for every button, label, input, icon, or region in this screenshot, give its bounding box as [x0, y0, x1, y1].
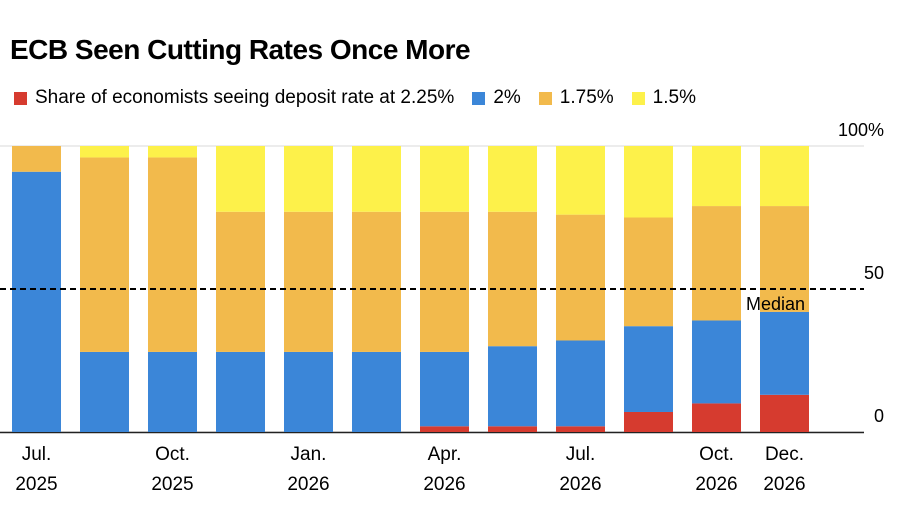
bar-segment [556, 214, 605, 341]
bar-segment [692, 146, 741, 207]
y-tick-label: 50 [864, 263, 884, 283]
bar-segment [12, 146, 61, 172]
x-tick-label: 2026 [763, 474, 805, 495]
legend-label-2-25: Share of economists seeing deposit rate … [35, 87, 455, 108]
x-tick-label: Apr. [428, 444, 462, 465]
x-tick-label: 2026 [287, 474, 329, 495]
bar-segment [624, 146, 673, 218]
legend-swatch-1-75 [538, 91, 552, 105]
legend-item-1-5: 1.5% [631, 87, 696, 109]
bar-segment [80, 157, 129, 352]
legend: Share of economists seeing deposit rate … [14, 87, 714, 109]
legend-swatch-2 [472, 91, 486, 105]
bars [12, 146, 809, 433]
x-tick-label: 2025 [15, 474, 57, 495]
bar-segment [488, 346, 537, 427]
bar-segment [420, 351, 469, 427]
bar-segment [284, 351, 333, 432]
x-tick-label: 2025 [151, 474, 193, 495]
bar-segment [216, 211, 265, 352]
x-tick-label: Jul. [566, 444, 596, 465]
bar-segment [624, 326, 673, 412]
legend-label-2: 2% [493, 87, 521, 108]
legend-item-2-25: Share of economists seeing deposit rate … [14, 87, 454, 109]
x-tick-label: 2026 [423, 474, 465, 495]
x-tick-label: Oct. [155, 444, 190, 465]
bar-segment [692, 206, 741, 321]
bar-segment [216, 351, 265, 432]
legend-label-1-75: 1.75% [559, 87, 614, 108]
bar-segment [488, 211, 537, 347]
x-tick-label: Oct. [699, 444, 734, 465]
bar-segment [692, 403, 741, 432]
x-tick-label: 2026 [695, 474, 737, 495]
bar-segment [488, 146, 537, 212]
bar-segment [352, 351, 401, 432]
legend-swatch-1-5 [631, 91, 645, 105]
bar-segment [556, 426, 605, 432]
bar-segment [216, 146, 265, 212]
y-tick-label: 100% [838, 120, 884, 140]
bar-segment [692, 320, 741, 404]
bar-segment [760, 146, 809, 207]
bar-segment [420, 426, 469, 432]
bar-segment [284, 146, 333, 212]
x-tick-label: Dec. [765, 444, 804, 465]
legend-item-1-75: 1.75% [538, 87, 614, 109]
x-tick-label: Jul. [22, 444, 52, 465]
legend-label-1-5: 1.5% [652, 87, 696, 108]
bar-segment [556, 146, 605, 215]
bar-segment [80, 351, 129, 432]
bar-segment [760, 206, 809, 312]
y-axis-labels: 0 50 100% [838, 120, 884, 426]
bar-segment [352, 146, 401, 212]
overlay: Median [0, 288, 864, 314]
chart-title: ECB Seen Cutting Rates Once More [10, 34, 471, 65]
bar-segment [80, 146, 129, 158]
x-tick-label: Jan. [291, 444, 327, 465]
bar-segment [488, 426, 537, 432]
legend-item-2: 2% [472, 87, 521, 109]
bar-segment [760, 311, 809, 395]
x-axis-labels: Jul. 2025 Oct. 2025 Jan. 2026 Apr. 2026 Jul. 2026… [15, 444, 805, 495]
bar-segment [760, 394, 809, 432]
legend-swatch-2-25 [14, 91, 27, 105]
bar-segment [148, 157, 197, 352]
bar-segment [556, 340, 605, 427]
bar-segment [624, 411, 673, 432]
bar-segment [148, 146, 197, 158]
bar-segment [420, 146, 469, 212]
y-tick-label: 0 [874, 406, 884, 426]
median-label: Median [746, 294, 805, 314]
bar-segment [284, 211, 333, 352]
bar-segment [12, 171, 61, 433]
bar-segment [352, 211, 401, 352]
x-tick-label: 2026 [559, 474, 601, 495]
bar-segment [624, 217, 673, 327]
bar-segment [148, 351, 197, 432]
bar-segment [420, 211, 469, 352]
